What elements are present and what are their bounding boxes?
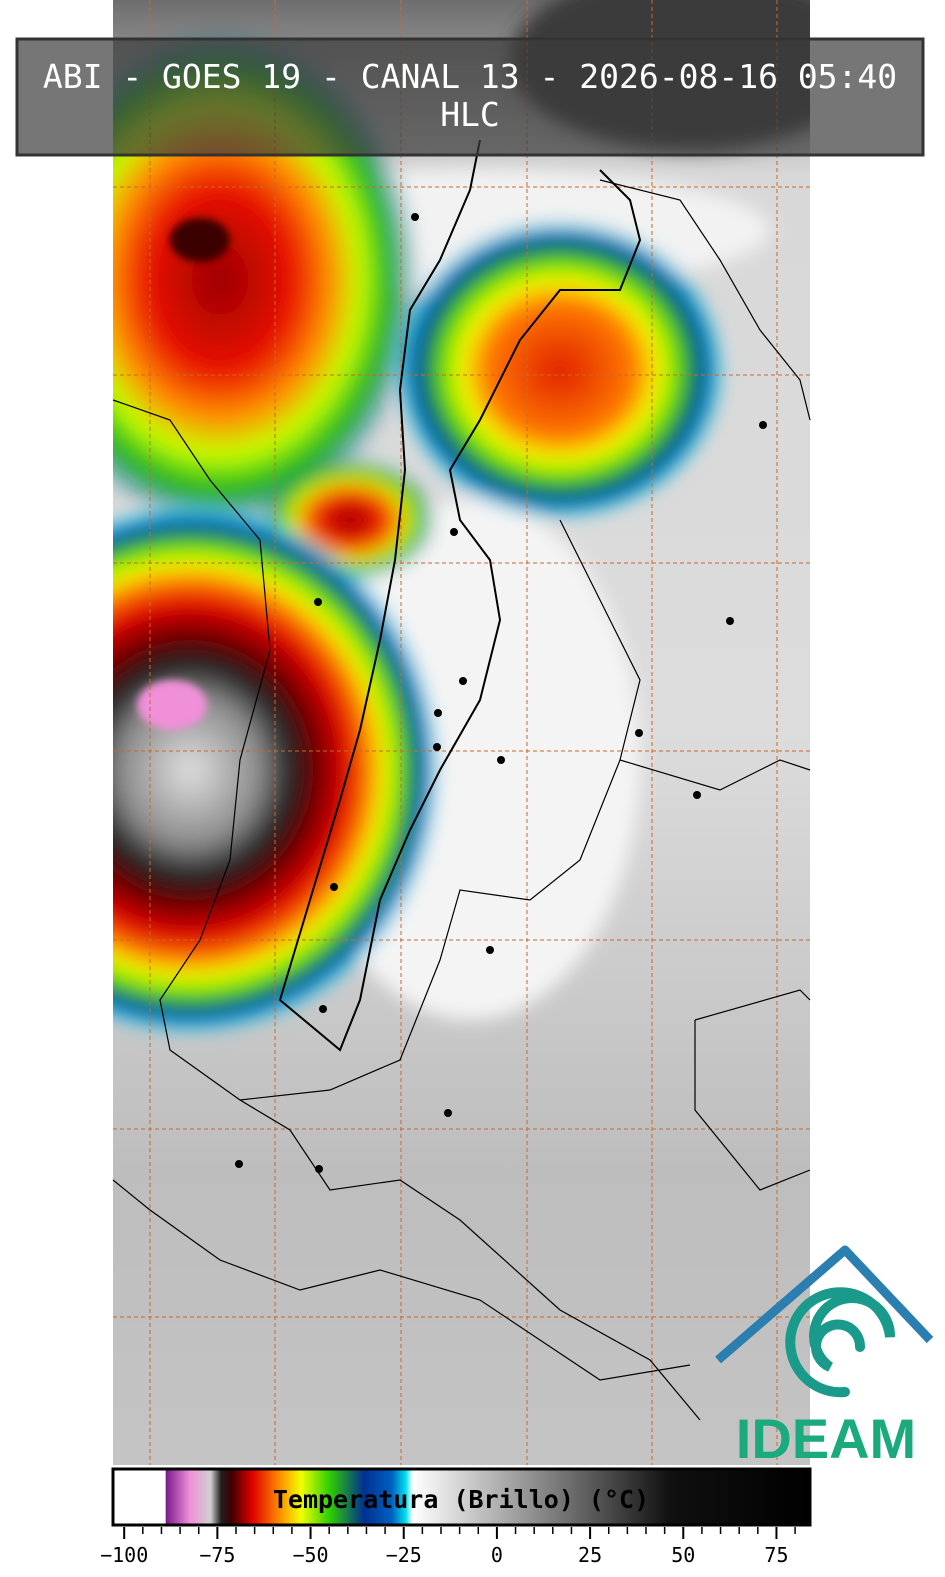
storm-ne	[395, 220, 725, 520]
tick-label: −100	[100, 1543, 148, 1567]
tick-label: −25	[386, 1543, 422, 1567]
colorbar-scale	[111, 1467, 812, 1527]
margin	[810, 0, 945, 1465]
title-box	[15, 37, 925, 157]
dark-core	[170, 218, 230, 262]
pink-core	[137, 680, 207, 730]
margin	[0, 0, 113, 1465]
title: ABI - GOES 19 - CANAL 13 - 2026-08-16 05…	[43, 57, 897, 96]
overshooting-tops	[137, 218, 230, 730]
tick-label: −75	[199, 1543, 235, 1567]
cities	[235, 213, 767, 1173]
logo: IDEAM	[715, 1245, 934, 1470]
colorbar: Temperatura (Brillo) (°C) −100 −75 −50 −25 0…	[100, 1467, 812, 1567]
subtitle: HLC	[440, 95, 500, 134]
tick-label: −50	[292, 1543, 328, 1567]
colorbar-label: Temperatura (Brillo) (°C)	[273, 1485, 649, 1514]
tick-label: 50	[671, 1543, 695, 1567]
logo-roof	[715, 1245, 934, 1364]
logo-text: IDEAM	[736, 1407, 916, 1470]
tick-label: 25	[578, 1543, 602, 1567]
borders	[112, 139, 811, 1421]
graticule	[113, 0, 810, 1465]
logo-spiral	[785, 1287, 896, 1398]
tick-label: 75	[764, 1543, 788, 1567]
tick-label: 0	[491, 1543, 503, 1567]
